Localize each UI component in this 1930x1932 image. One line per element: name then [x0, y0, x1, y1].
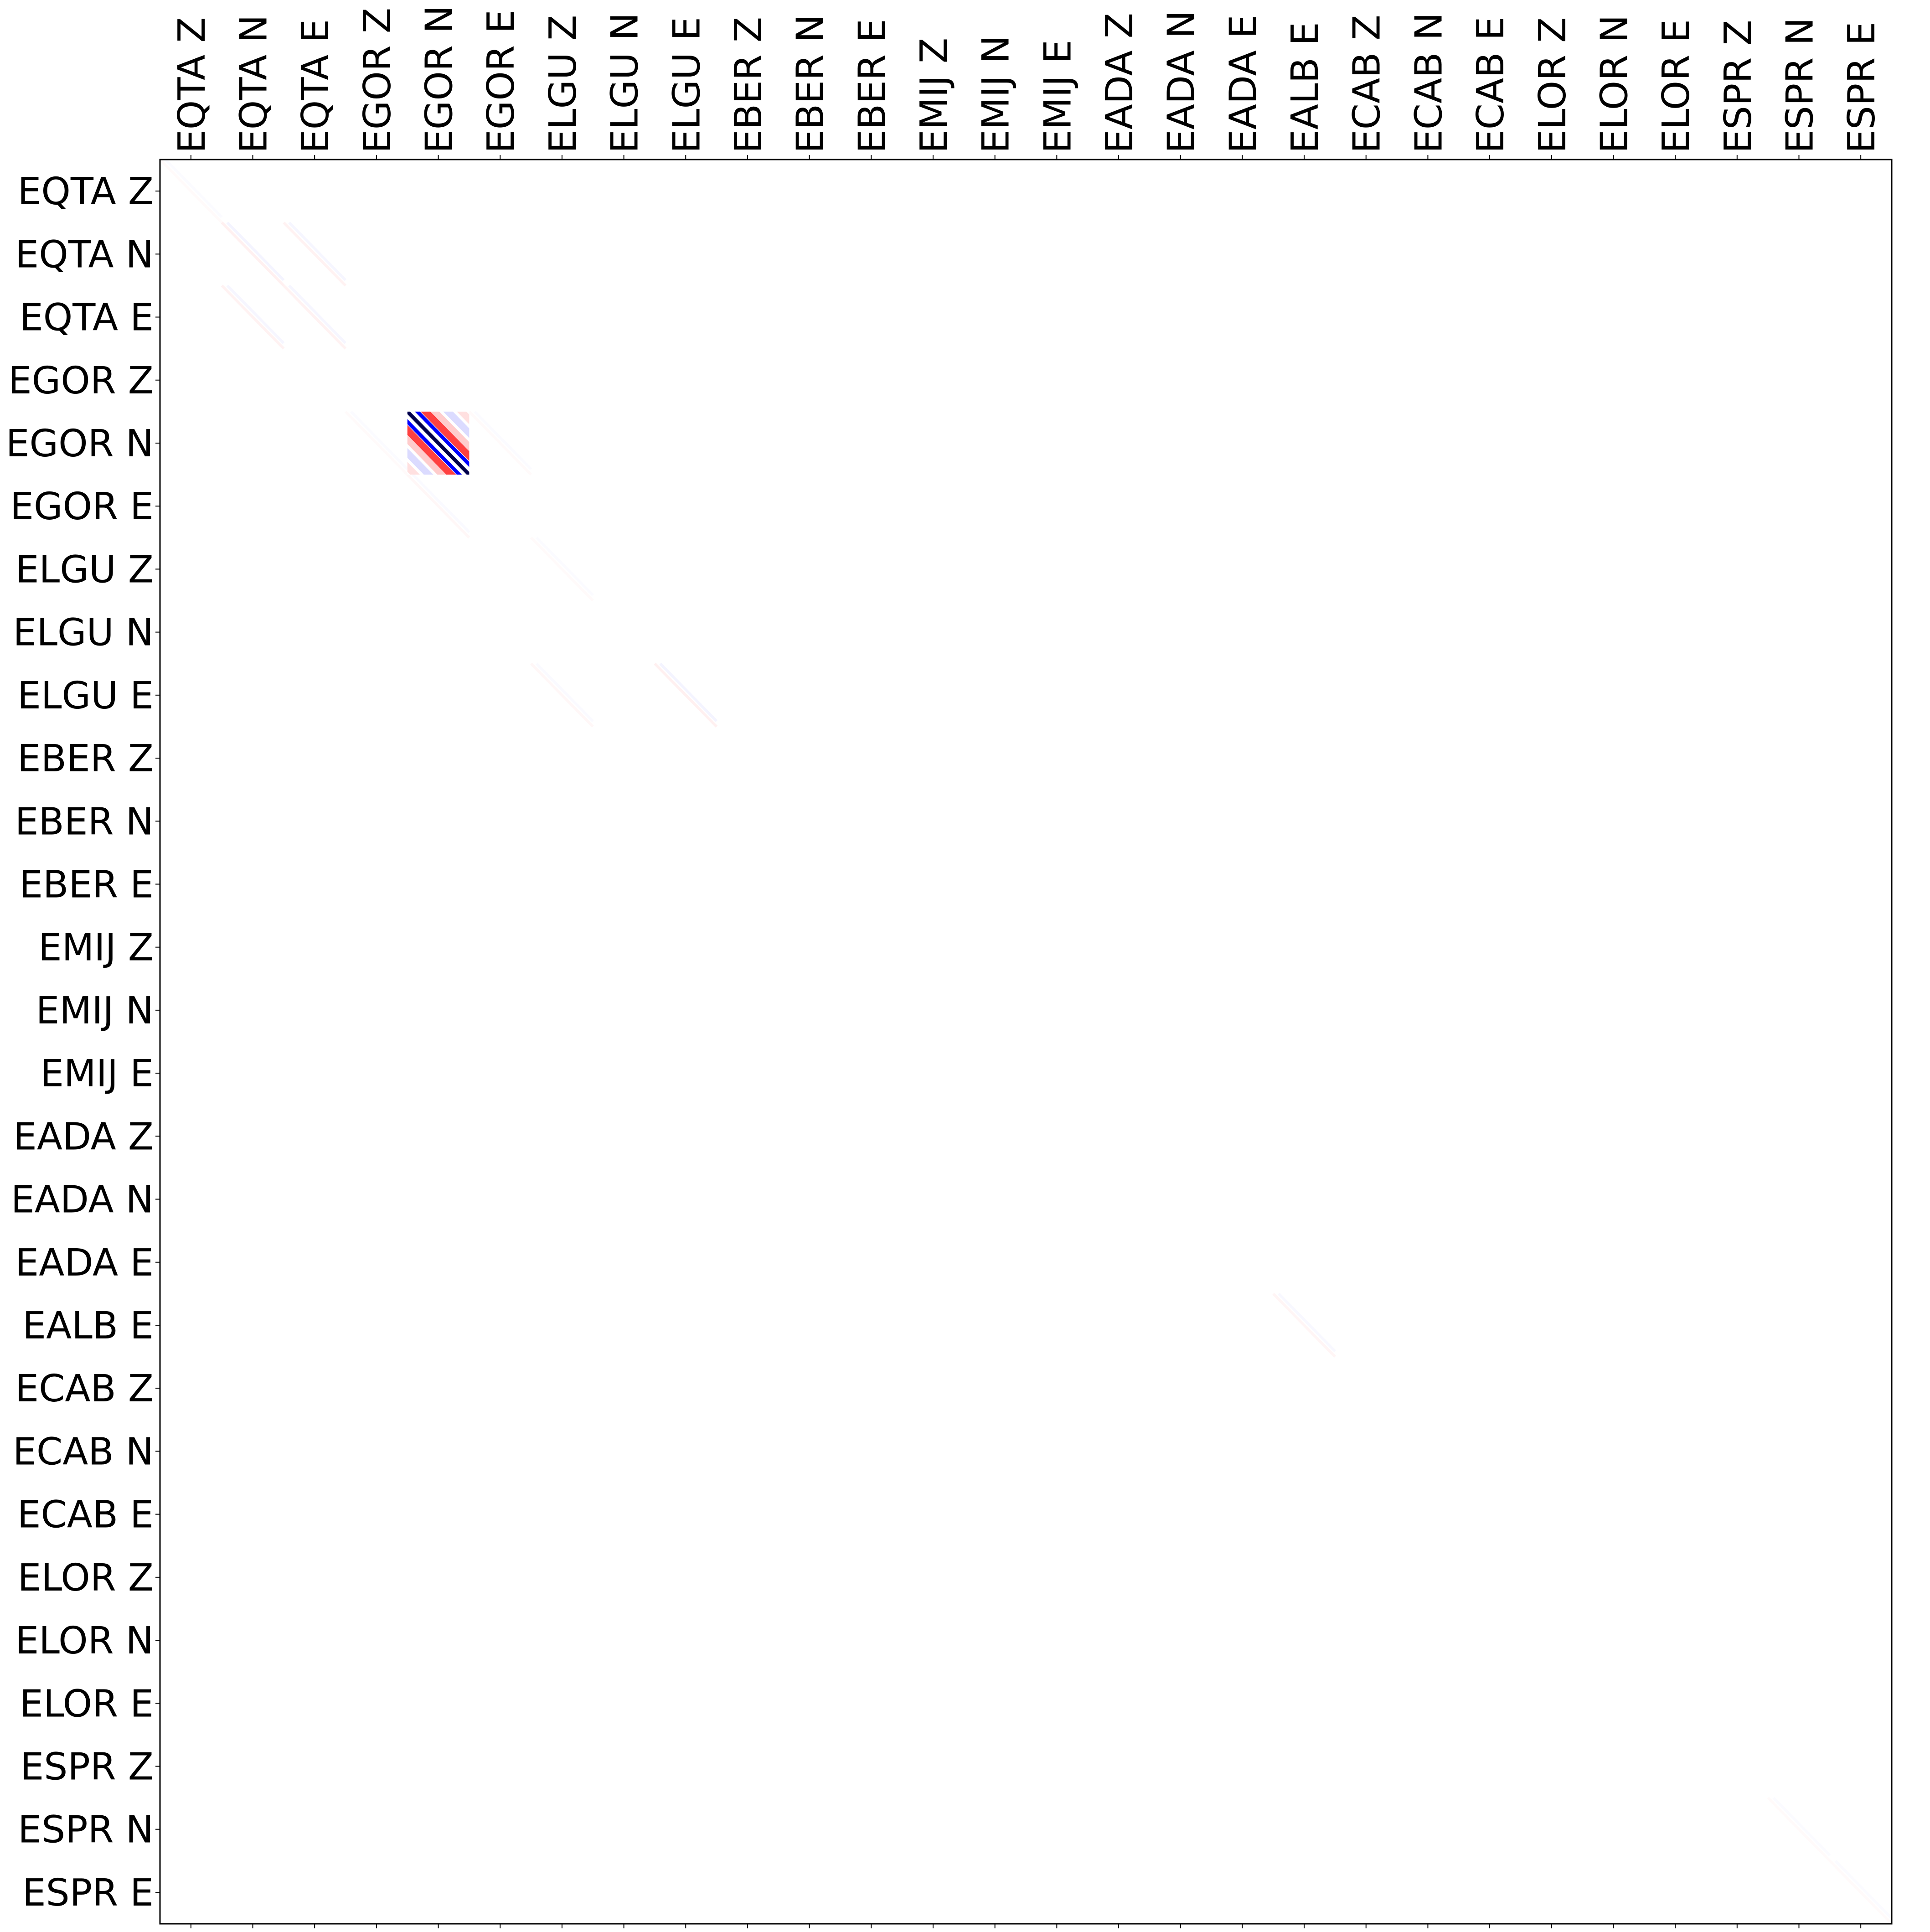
y-tick-label: EMIJ E: [40, 1052, 154, 1095]
y-tick-label: ESPR N: [18, 1808, 154, 1852]
x-tick-label: EBER E: [851, 19, 894, 153]
x-tick-label: ESPR N: [1778, 17, 1822, 153]
y-tick-label: ECAB Z: [15, 1367, 154, 1410]
x-tick-label: ECAB E: [1469, 17, 1512, 153]
y-tick-label: ELGU E: [17, 674, 154, 718]
x-tick-labels: EQTA Z EQTA N EQTA E EGOR Z EGOR N EGOR E ELGU…: [170, 5, 1884, 1928]
y-tick-label: EADA E: [15, 1241, 154, 1285]
y-tick-label: ELGU N: [13, 611, 154, 655]
x-tick-label: ELOR Z: [1531, 17, 1574, 153]
x-tick-label: EGOR N: [418, 5, 461, 153]
y-tick-label: ELOR N: [15, 1619, 154, 1663]
y-tick-label: EADA Z: [13, 1115, 154, 1158]
weak-diagonal-block: [283, 222, 347, 287]
y-tick-label: EQTA N: [15, 233, 154, 276]
x-tick-label: EMIJ N: [975, 36, 1018, 153]
plot-area: [159, 159, 1893, 1925]
y-tick-label: ECAB E: [17, 1493, 154, 1537]
x-tick-label: ELGU E: [665, 17, 708, 153]
dominant-block: [407, 411, 470, 475]
x-tick-label: ECAB N: [1407, 12, 1450, 153]
x-tick-label: ESPR Z: [1717, 20, 1760, 153]
weak-diagonal-block: [654, 662, 718, 728]
x-tick-label: EQTA E: [294, 19, 337, 153]
y-tick-label: EGOR N: [6, 422, 154, 465]
y-tick-label: ELGU Z: [15, 548, 154, 591]
y-tick-label: ECAB N: [13, 1430, 154, 1473]
y-tick-label: EMIJ N: [36, 989, 154, 1033]
x-tick-label: EADA N: [1160, 10, 1203, 153]
y-tick-label: EMIJ Z: [38, 926, 154, 970]
x-tick-label: ELGU Z: [542, 15, 585, 153]
y-tick-label: EALB E: [22, 1304, 154, 1348]
y-tick-label: ELOR E: [20, 1682, 154, 1725]
y-tick-label: EBER N: [15, 800, 154, 843]
x-tick-label: EMIJ Z: [913, 38, 956, 153]
axes-frame: [159, 159, 1893, 1925]
y-tick-label: EADA N: [11, 1178, 154, 1222]
weak-diagonal-block: [1272, 1292, 1337, 1358]
x-tick-label: ELOR N: [1593, 15, 1636, 154]
x-tick-label: EGOR E: [480, 10, 523, 153]
x-tick-label: ELGU N: [604, 13, 647, 153]
x-tick-label: EGOR Z: [356, 8, 399, 153]
y-tick-label: ESPR Z: [20, 1745, 154, 1788]
y-tick-label: ELOR Z: [18, 1556, 154, 1600]
heatmap-cells: [221, 222, 1337, 1358]
y-tick-labels: EQTA Z EQTA N EQTA E EGOR Z EGOR N EGOR E ELGU…: [6, 170, 160, 1915]
x-tick-label: EQTA N: [232, 15, 276, 153]
x-tick-label: EMIJ E: [1036, 40, 1079, 153]
y-tick-label: EBER E: [19, 863, 154, 906]
x-tick-label: EADA Z: [1098, 13, 1141, 153]
x-tick-label: ECAB Z: [1346, 15, 1389, 153]
y-tick-label: EQTA E: [20, 296, 154, 340]
x-tick-label: EALB E: [1284, 22, 1327, 153]
weak-diagonal-block: [221, 222, 285, 287]
x-tick-label: EQTA Z: [170, 17, 214, 153]
x-tick-label: ESPR E: [1840, 22, 1884, 153]
y-tick-label: EQTA Z: [18, 170, 154, 213]
x-tick-label: EADA E: [1222, 15, 1265, 153]
weak-diagonal-block: [283, 284, 347, 350]
x-tick-label: EBER N: [789, 15, 832, 153]
x-tick-label: EBER Z: [727, 17, 770, 153]
y-tick-label: EGOR Z: [8, 359, 154, 403]
y-tick-label: ESPR E: [22, 1871, 154, 1915]
y-tick-label: EBER Z: [17, 737, 154, 780]
y-tick-label: EGOR E: [10, 485, 154, 528]
weak-diagonal-block: [221, 284, 285, 350]
x-tick-label: ELOR E: [1655, 19, 1698, 153]
